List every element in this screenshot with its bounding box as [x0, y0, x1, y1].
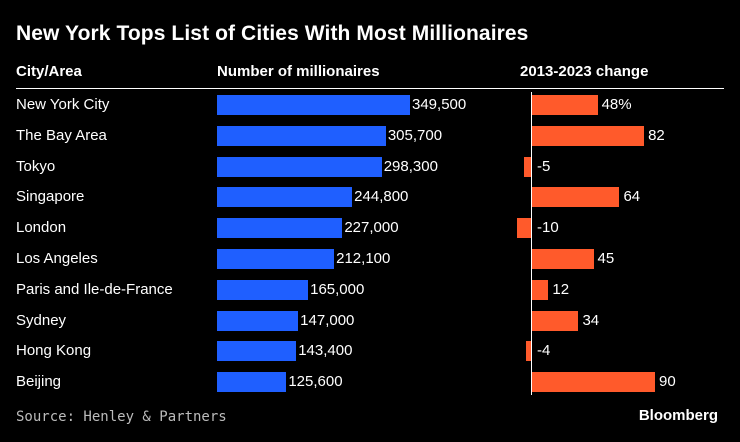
change-bar: [532, 310, 579, 331]
city-label: Beijing: [16, 373, 62, 391]
city-label: Sydney: [16, 311, 67, 329]
city-label: London: [16, 219, 67, 237]
source-note: Source: Henley & Partners: [16, 409, 227, 425]
millionaires-value-label: 165,000: [310, 280, 365, 298]
change-value-label: 64: [623, 188, 641, 206]
millionaires-bar: [217, 279, 309, 300]
millionaires-value-label: 227,000: [344, 219, 399, 237]
city-label: Hong Kong: [16, 342, 92, 360]
change-zero-axis: [531, 92, 532, 395]
millionaires-bar: [217, 310, 299, 331]
header-city: City/Area: [16, 63, 82, 80]
millionaires-value-label: 212,100: [336, 250, 391, 267]
change-bar: [532, 187, 620, 208]
change-bar: [525, 341, 531, 362]
header-divider: [16, 88, 724, 89]
change-value-label: 90: [659, 373, 676, 391]
header-change: 2013-2023 change: [520, 63, 649, 80]
change-bar: [517, 218, 531, 239]
city-label: Singapore: [16, 188, 85, 206]
bloomberg-logo: Bloomberg: [638, 407, 718, 424]
change-value-label: -10: [537, 219, 559, 237]
millionaires-value-label: 305,700: [387, 126, 443, 144]
chart-title: New York Tops List of Cities With Most M…: [16, 22, 529, 45]
change-value-label: 45: [597, 250, 615, 267]
millionaires-bar: [217, 187, 353, 208]
city-label: New York City: [16, 96, 110, 113]
city-label: The Bay Area: [16, 126, 107, 144]
millionaires-bar: [217, 372, 287, 393]
millionaires-bar: [217, 218, 343, 239]
change-value-label: 82: [648, 126, 665, 144]
change-bar: [532, 249, 594, 269]
change-bar: [532, 279, 549, 300]
millionaires-bar: [217, 341, 297, 362]
change-value-label: 34: [582, 311, 600, 329]
header-millionaires: Number of millionaires: [217, 63, 380, 80]
millionaires-bar: [217, 125, 386, 146]
millionaires-value-label: 349,500: [412, 96, 467, 113]
change-value-label: 48%: [601, 96, 632, 113]
millionaires-bar: [217, 249, 335, 269]
change-bar: [532, 372, 655, 393]
millionaires-value-label: 143,400: [298, 342, 353, 360]
city-label: Los Angeles: [16, 250, 98, 267]
millionaires-value-label: 147,000: [300, 311, 355, 329]
change-bar: [524, 156, 531, 177]
millionaires-value-label: 298,300: [383, 157, 438, 175]
millionaires-value-label: 125,600: [288, 373, 343, 391]
millionaires-bar: [217, 95, 410, 115]
city-label: Paris and Ile-de-France: [16, 280, 173, 298]
change-value-label: -5: [537, 157, 551, 175]
millionaires-value-label: 244,800: [354, 188, 409, 206]
millionaires-bar: [217, 156, 382, 177]
change-bar: [532, 125, 645, 146]
change-value-label: -4: [537, 342, 551, 360]
change-value-label: 12: [552, 280, 570, 298]
change-bar: [532, 95, 598, 115]
city-label: Tokyo: [16, 157, 56, 175]
